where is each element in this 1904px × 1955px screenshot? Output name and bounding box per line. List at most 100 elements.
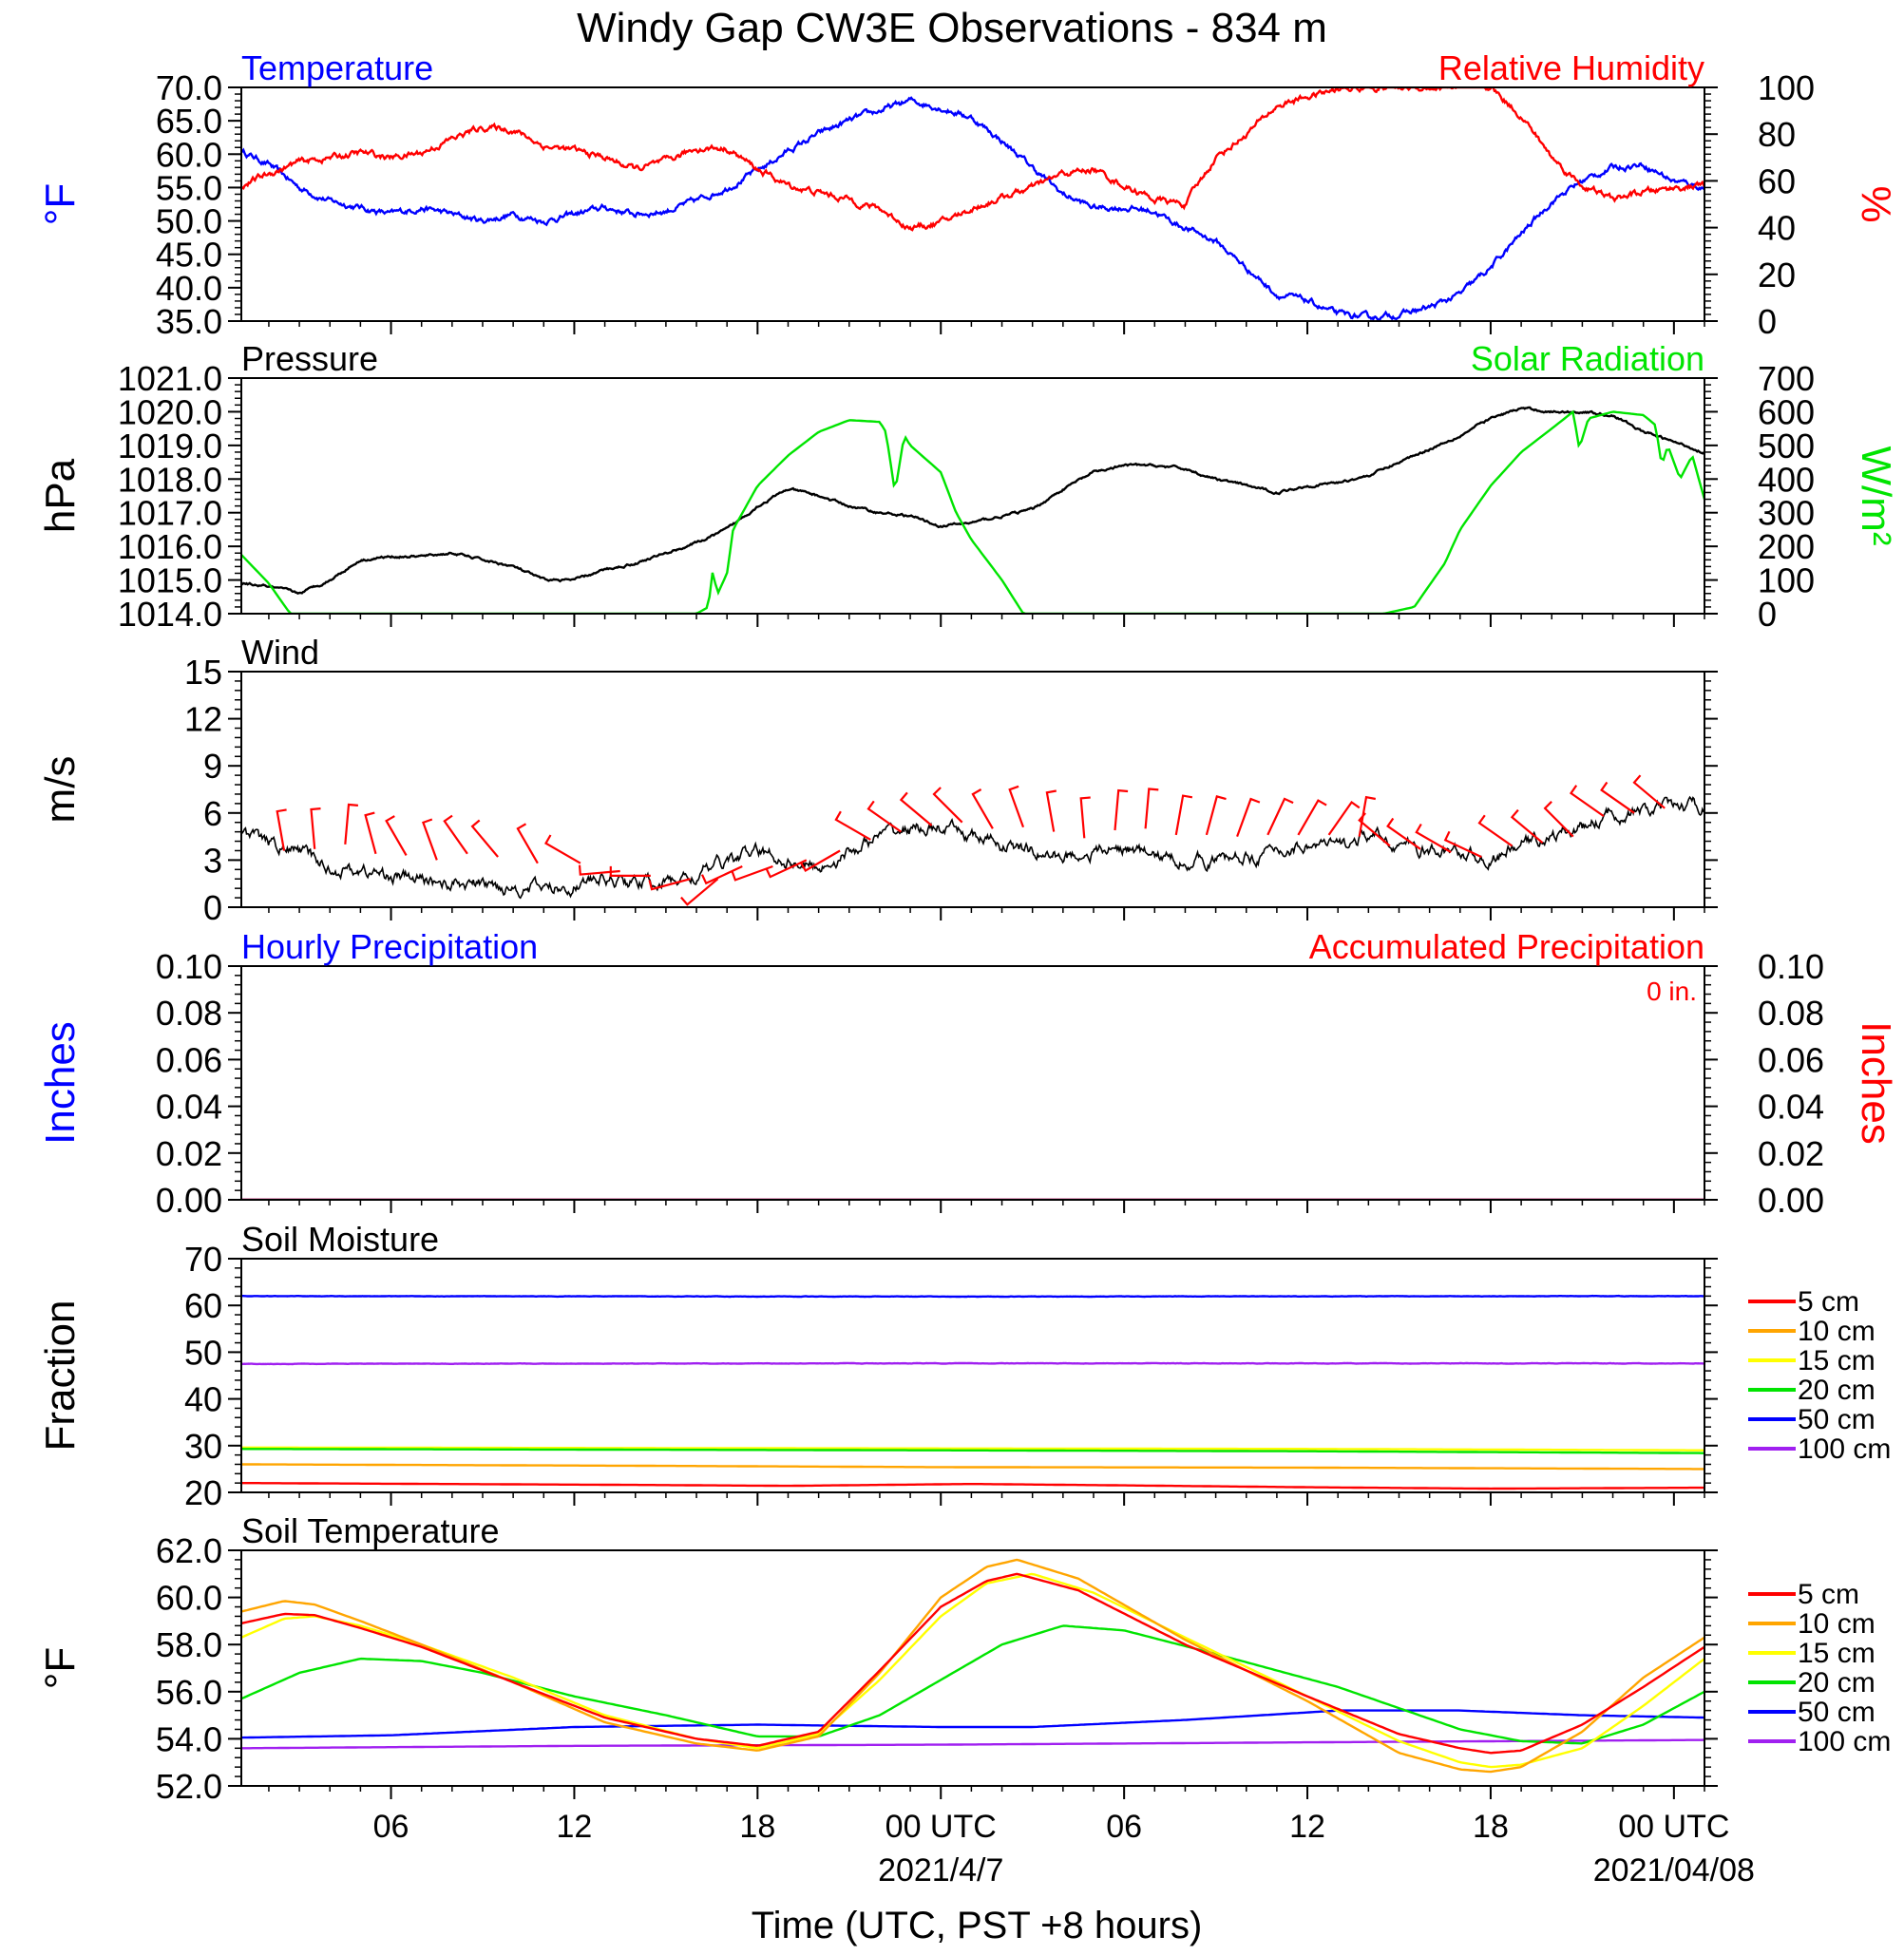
wind-barb (1114, 788, 1129, 831)
y-tick-label-right: 500 (1758, 427, 1815, 465)
y-tick-label: 1014.0 (118, 595, 222, 634)
wind-barb (276, 808, 287, 851)
panel-title-left: Wind (241, 633, 319, 672)
y-tick-label: 40 (184, 1380, 222, 1419)
y-tick-label-right: 0.10 (1758, 947, 1824, 986)
wind-barb (1079, 796, 1091, 839)
y-tick-label: 20 (184, 1473, 222, 1512)
wind-barb (1569, 785, 1605, 818)
wind-barb (1477, 814, 1514, 847)
panel-title-left: Pressure (241, 339, 378, 378)
y-tick-label: 0.02 (156, 1134, 222, 1173)
series-line-soil-temp-4 (241, 1558, 1704, 1774)
accumulated-total: 0 in. (1647, 977, 1697, 1006)
wind-barb (1632, 774, 1666, 809)
y-tick-label: 12 (184, 700, 222, 739)
y-tick-label: 6 (203, 794, 222, 833)
legend-label-15-cm: 15 cm (1798, 1345, 1875, 1376)
legend-label-50-cm: 50 cm (1798, 1697, 1875, 1728)
legend-label-10-cm: 10 cm (1798, 1316, 1875, 1347)
y-tick-label: 35.0 (156, 302, 222, 341)
y-tick-label: 1017.0 (118, 494, 222, 533)
y-tick-label-right: 600 (1758, 392, 1815, 431)
series-line-wind-0 (241, 795, 1704, 900)
y-axis-label-right: % (1853, 185, 1899, 222)
wind-barb (1008, 785, 1025, 828)
x-tick-date: 2021/04/08 (1593, 1852, 1755, 1889)
y-tick-label-right: 300 (1758, 494, 1815, 533)
y-tick-label: 60 (184, 1286, 222, 1325)
panel-frame (240, 1549, 1705, 1787)
wind-barb (609, 865, 651, 877)
panel-frame (240, 671, 1705, 908)
wind-barb (578, 864, 620, 876)
y-tick-label-right: 0 (1758, 302, 1777, 341)
series-line-soil-moisture-5 (241, 1482, 1704, 1490)
panel-title-left: Soil Temperature (241, 1511, 499, 1550)
y-tick-label: 1021.0 (118, 359, 222, 398)
legend-label-20-cm: 20 cm (1798, 1375, 1875, 1406)
y-tick-label-right: 200 (1758, 527, 1815, 566)
y-axis-label-left: hPa (37, 458, 84, 533)
y-axis-label-left: °F (37, 1647, 84, 1689)
wind-barb (1543, 801, 1574, 838)
legend-label-100-cm: 100 cm (1798, 1726, 1891, 1757)
series-line-pressure-solar-1 (241, 409, 1704, 614)
y-tick-label-right: 700 (1758, 359, 1815, 398)
y-tick-label-right: 0.06 (1758, 1040, 1824, 1079)
x-tick-date: 2021/4/7 (878, 1852, 1003, 1889)
y-tick-label: 55.0 (156, 168, 222, 207)
panel-soil-temp: 52.0 54.0 56.0 58.0 60.0 62.0 °F Soil Temperatu… (37, 1511, 1891, 1806)
wind-barb (1045, 789, 1057, 832)
wind-barb (364, 811, 377, 855)
y-tick-label: 56.0 (156, 1673, 222, 1712)
wind-barb (344, 803, 358, 845)
x-tick-label: 00 UTC (885, 1809, 997, 1845)
panel-soil-moisture: 20 30 40 50 60 70 Fraction Soil Moisture 5 cm10 … (37, 1220, 1891, 1512)
wind-barb (543, 834, 581, 864)
series-line-soil-temp-3 (241, 1572, 1704, 1769)
wind-barb (310, 807, 321, 849)
wind-barb (1266, 797, 1294, 836)
legend-label-5-cm: 5 cm (1798, 1286, 1859, 1318)
panel-title-left: Temperature (241, 48, 433, 87)
wind-barb (680, 878, 719, 906)
y-tick-label: 50 (184, 1333, 222, 1372)
x-tick-label: 06 (373, 1809, 409, 1845)
wind-barb (385, 815, 408, 856)
wind-barb (1205, 795, 1227, 836)
wind-barb (1358, 812, 1391, 847)
y-tick-label-right: 100 (1758, 561, 1815, 600)
panel-title-right: Relative Humidity (1438, 48, 1704, 87)
y-tick-label: 0.08 (156, 994, 222, 1033)
wind-barb (648, 878, 691, 891)
wind-barb (1600, 781, 1635, 814)
legend-label-5-cm: 5 cm (1798, 1579, 1859, 1610)
wind-barb (1236, 797, 1261, 837)
y-tick-label: 1018.0 (118, 460, 222, 499)
wind-barb (971, 788, 994, 829)
wind-barb (701, 865, 743, 885)
y-tick-label: 15 (184, 653, 222, 692)
wind-barb (765, 859, 808, 879)
wind-barb (866, 800, 903, 833)
y-tick-label-right: 20 (1758, 256, 1796, 294)
panel-title-left: Hourly Precipitation (241, 927, 538, 966)
legend-label-50-cm: 50 cm (1798, 1404, 1875, 1435)
y-tick-label: 1016.0 (118, 527, 222, 566)
series-line-soil-moisture-1 (241, 1361, 1704, 1366)
chart-title: Windy Gap CW3E Observations - 834 m (577, 5, 1327, 51)
wind-barb (1386, 817, 1421, 850)
y-axis-label-left: m/s (37, 756, 84, 824)
y-tick-label: 52.0 (156, 1767, 222, 1806)
y-tick-label-right: 80 (1758, 115, 1796, 154)
series-line-temp-rh-1 (241, 87, 1704, 232)
y-tick-label: 58.0 (156, 1625, 222, 1664)
y-tick-label: 70 (184, 1240, 222, 1279)
series-line-soil-moisture-3 (241, 1448, 1704, 1454)
panel-temp-rh: 35.040.045.050.055.060.065.070.0 °F 0 20 40 6… (37, 48, 1899, 341)
wind-barb (799, 849, 841, 873)
legend-label-20-cm: 20 cm (1798, 1667, 1875, 1699)
y-axis-label-right: Inches (1853, 1021, 1899, 1145)
x-tick-label: 12 (1289, 1809, 1325, 1845)
